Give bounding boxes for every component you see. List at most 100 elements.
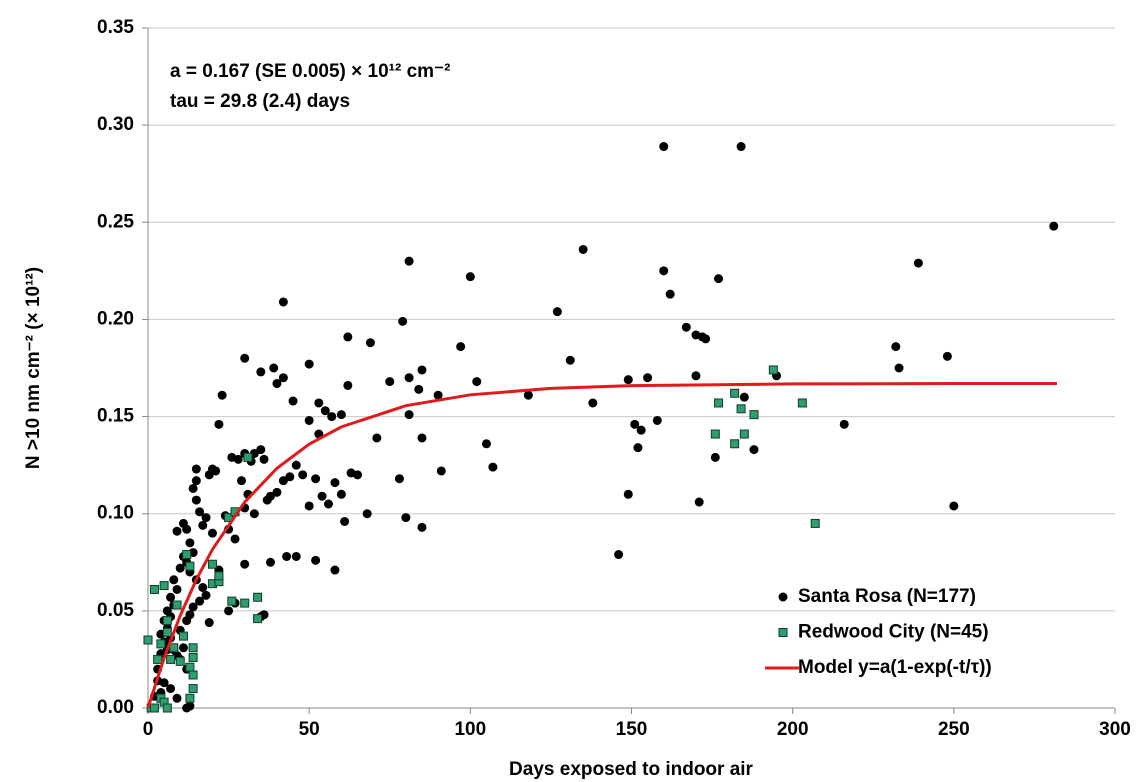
point	[314, 398, 324, 408]
point	[285, 472, 295, 482]
point	[401, 513, 411, 523]
point	[768, 365, 778, 375]
point	[240, 598, 250, 608]
annotation: a = 0.167 (SE 0.005) × 10¹² cm⁻²	[170, 61, 450, 82]
point	[623, 375, 633, 385]
x-tick-label: 250	[938, 719, 970, 740]
point	[372, 433, 382, 443]
point	[343, 380, 353, 390]
point	[343, 332, 353, 342]
point	[736, 404, 746, 414]
point	[636, 425, 646, 435]
point	[578, 244, 588, 254]
point	[156, 639, 166, 649]
point	[298, 470, 308, 480]
point	[269, 363, 279, 373]
point	[188, 602, 198, 612]
point	[417, 433, 427, 443]
point	[465, 272, 475, 282]
model-line	[146, 382, 1057, 709]
point	[149, 584, 159, 594]
point	[162, 627, 172, 637]
point	[166, 592, 176, 602]
legend-label: Santa Rosa (N=177)	[798, 586, 976, 607]
point	[149, 703, 159, 713]
point	[739, 429, 749, 439]
point	[288, 396, 298, 406]
point	[201, 590, 211, 600]
point	[404, 373, 414, 383]
point	[304, 415, 314, 425]
x-tick-label: 0	[143, 719, 154, 740]
point	[336, 489, 346, 499]
y-tick-label: 0.00	[97, 697, 134, 718]
point	[191, 476, 201, 486]
point	[240, 559, 250, 569]
point	[417, 522, 427, 532]
point	[227, 452, 237, 462]
point	[797, 398, 807, 408]
point	[201, 513, 211, 523]
point	[317, 491, 327, 501]
point	[185, 538, 195, 548]
point	[665, 289, 675, 299]
legend-marker	[778, 628, 788, 637]
point	[172, 600, 182, 610]
y-tick-label: 0.30	[97, 114, 134, 135]
point	[272, 379, 282, 389]
y-tick-label: 0.10	[97, 503, 134, 524]
point	[188, 643, 198, 653]
point	[265, 491, 275, 501]
annotation: tau = 29.8 (2.4) days	[170, 91, 350, 112]
point	[185, 662, 195, 672]
point	[278, 297, 288, 307]
point	[188, 483, 198, 493]
point	[630, 419, 640, 429]
point	[414, 384, 424, 394]
point	[204, 618, 214, 628]
point	[456, 342, 466, 352]
y-tick-label: 0.05	[97, 600, 134, 621]
point	[614, 550, 624, 560]
point	[311, 474, 321, 484]
point	[207, 559, 217, 569]
point	[710, 429, 720, 439]
point	[552, 307, 562, 317]
point	[681, 322, 691, 332]
point	[236, 476, 246, 486]
legend-label: Redwood City (N=45)	[798, 622, 989, 643]
point	[178, 631, 188, 641]
point	[472, 377, 482, 387]
point	[736, 142, 746, 152]
point	[272, 487, 282, 497]
point	[588, 398, 598, 408]
point	[265, 557, 275, 567]
point	[169, 643, 179, 653]
point	[839, 419, 849, 429]
point	[714, 398, 724, 408]
point	[278, 373, 288, 383]
point	[433, 390, 443, 400]
point	[691, 371, 701, 381]
point	[188, 652, 198, 662]
point	[394, 474, 404, 484]
point	[643, 373, 653, 383]
point	[182, 524, 192, 534]
x-tick-label: 50	[299, 719, 320, 740]
point	[623, 489, 633, 499]
point	[739, 392, 749, 402]
point	[172, 693, 182, 703]
point	[256, 367, 266, 377]
point	[175, 656, 185, 666]
point	[710, 452, 720, 462]
y-tick-label: 0.35	[97, 17, 134, 38]
point	[311, 555, 321, 565]
point	[362, 509, 372, 519]
point	[172, 584, 182, 594]
point	[188, 670, 198, 680]
point	[182, 550, 192, 560]
point	[198, 520, 208, 530]
point	[565, 355, 575, 365]
point	[159, 581, 169, 591]
